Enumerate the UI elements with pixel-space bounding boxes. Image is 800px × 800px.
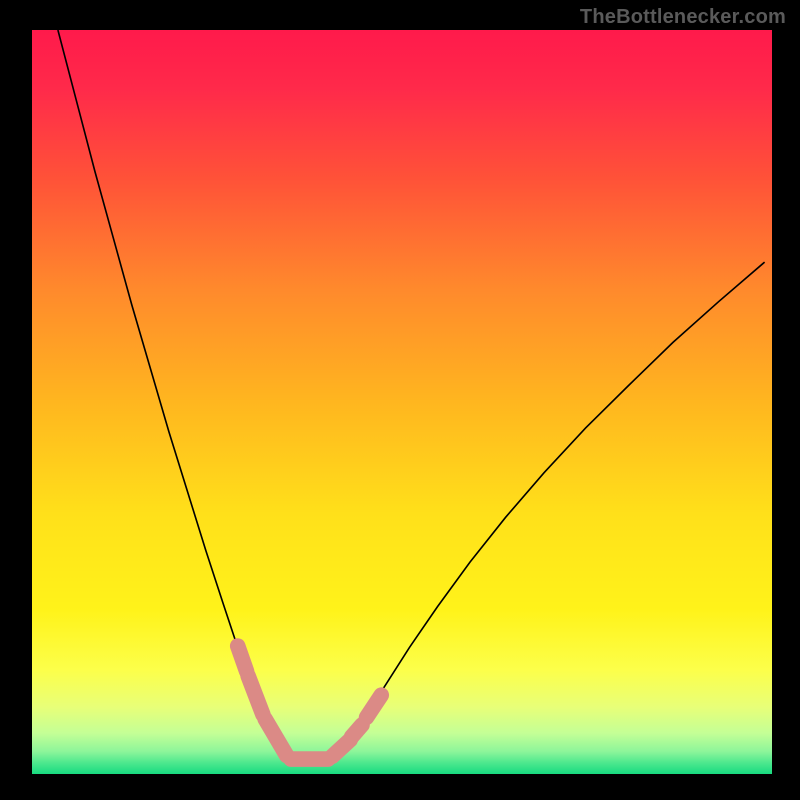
sausage-marker (352, 725, 362, 737)
sausage-marker (265, 719, 286, 755)
sausage-marker-group (238, 646, 382, 759)
curve-left (58, 30, 291, 761)
chart-svg (32, 30, 772, 774)
watermark-text: TheBottlenecker.com (580, 6, 786, 29)
sausage-marker (238, 646, 247, 671)
curve-right (328, 262, 765, 761)
plot-area (32, 30, 772, 774)
sausage-marker (248, 676, 263, 715)
sausage-marker (366, 695, 381, 717)
